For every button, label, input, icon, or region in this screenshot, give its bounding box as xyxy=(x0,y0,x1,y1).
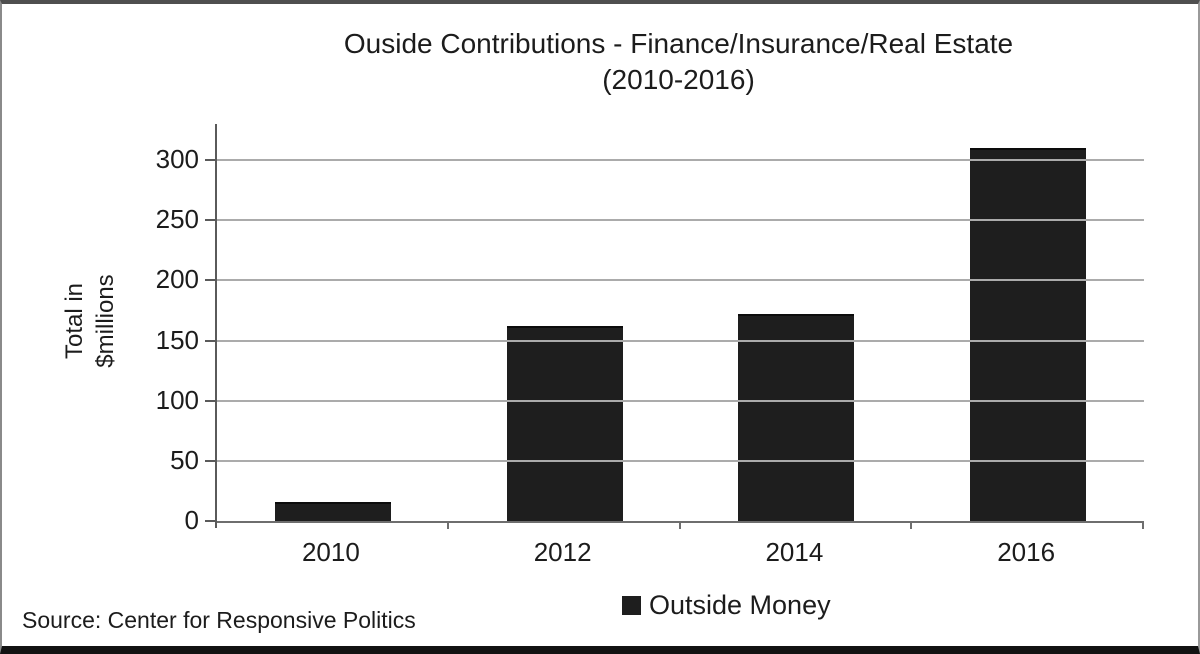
bar-2016 xyxy=(970,148,1087,521)
bar-cell-2012 xyxy=(449,124,681,521)
legend-label: Outside Money xyxy=(649,589,831,620)
x-label-2016: 2016 xyxy=(997,537,1056,567)
x-tick-2 xyxy=(678,521,681,529)
legend: Outside Money xyxy=(622,589,831,620)
legend-swatch-outside-money xyxy=(622,595,641,615)
x-label-2012: 2012 xyxy=(533,537,592,567)
bar-2014 xyxy=(738,314,855,521)
bar-cell-2014 xyxy=(681,124,913,521)
y-tick-label-0: 0 xyxy=(184,505,199,535)
gridline-200 xyxy=(217,279,1144,281)
gridline-50 xyxy=(217,460,1144,462)
bars-group xyxy=(217,124,1144,521)
y-tick-label-250: 250 xyxy=(155,204,199,234)
y-tick-label-300: 300 xyxy=(155,144,199,174)
y-tick-label-150: 150 xyxy=(155,325,199,355)
x-tick-4 xyxy=(1142,521,1144,529)
gridline-250 xyxy=(217,219,1144,221)
y-tick-0 xyxy=(205,520,215,522)
bar-2012 xyxy=(506,326,623,521)
y-tick-200 xyxy=(205,279,215,281)
y-axis-title-line1: Total in xyxy=(61,282,88,360)
x-label-2014: 2014 xyxy=(765,537,824,567)
bar-cell-2010 xyxy=(217,124,449,521)
bar-cell-2016 xyxy=(912,124,1144,521)
chart-subtitle: (2010-2016) xyxy=(602,64,755,95)
y-tick-label-50: 50 xyxy=(170,445,199,475)
bar-2010 xyxy=(274,502,391,521)
y-tick-300 xyxy=(205,159,215,161)
x-axis-labels: 2010 2012 2014 2016 xyxy=(215,537,1142,568)
x-label-2010: 2010 xyxy=(301,537,360,567)
plot-area: 0 50 100 150 200 250 300 xyxy=(156,124,1144,533)
chart-title: Ouside Contributions - Finance/Insurance… xyxy=(343,28,1014,59)
x-tick-3 xyxy=(910,521,913,529)
y-tick-label-100: 100 xyxy=(155,385,199,415)
gridline-300 xyxy=(217,159,1144,161)
source-note: Source: Center for Responsive Politics xyxy=(22,607,416,633)
y-tick-100 xyxy=(205,400,215,402)
y-axis-title-line2: $millions xyxy=(92,274,119,368)
y-tick-50 xyxy=(205,460,215,462)
y-tick-label-200: 200 xyxy=(155,264,199,294)
y-axis-foot-tick xyxy=(215,521,217,528)
y-tick-250 xyxy=(205,219,215,221)
x-tick-1 xyxy=(446,521,449,529)
y-tick-150 xyxy=(205,340,215,342)
gridline-100 xyxy=(217,400,1144,402)
gridline-150 xyxy=(217,340,1144,342)
